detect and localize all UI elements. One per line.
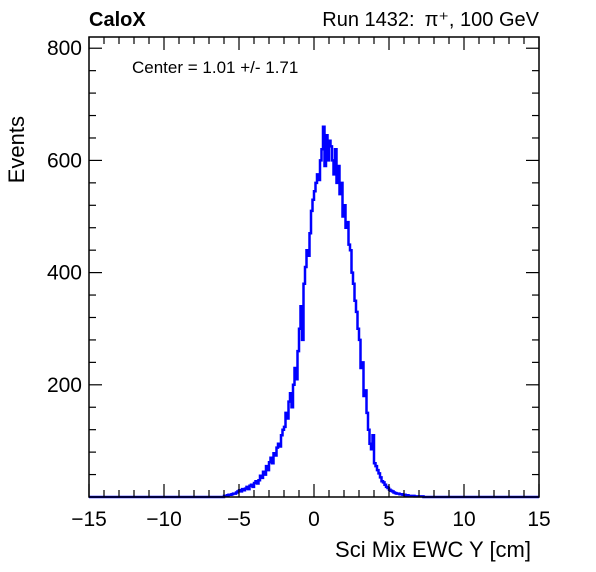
x-tick-label: 10 xyxy=(452,508,475,531)
x-tick-label: −15 xyxy=(71,508,107,531)
y-tick-label: 400 xyxy=(47,262,82,285)
axis-tick-labels: −15 −10 −5 0 5 10 15 200 400 600 800 xyxy=(47,37,551,531)
x-tick-label: 0 xyxy=(308,508,320,531)
histogram-step-line xyxy=(89,125,539,499)
run-info-label: Run 1432: π⁺, 100 GeV xyxy=(322,9,539,31)
y-tick-label: 200 xyxy=(47,374,82,397)
x-axis-title: Sci Mix EWC Y [cm] xyxy=(335,537,531,562)
y-tick-label: 600 xyxy=(47,149,82,172)
axis-ticks xyxy=(88,37,540,497)
x-tick-label: −5 xyxy=(227,508,251,531)
stats-text: Center = 1.01 +/- 1.71 xyxy=(132,58,298,77)
experiment-label: CaloX xyxy=(89,9,146,31)
x-tick-label: 15 xyxy=(527,508,550,531)
particle-energy-text: π⁺, 100 GeV xyxy=(425,9,540,31)
y-tick-label: 800 xyxy=(47,37,82,60)
stats-box xyxy=(118,48,358,84)
x-tick-label: −10 xyxy=(146,508,182,531)
run-number-text: Run 1432: xyxy=(322,9,414,31)
plot-frame xyxy=(88,36,540,498)
y-axis-title: Events xyxy=(4,116,29,183)
x-tick-label: 5 xyxy=(383,508,395,531)
